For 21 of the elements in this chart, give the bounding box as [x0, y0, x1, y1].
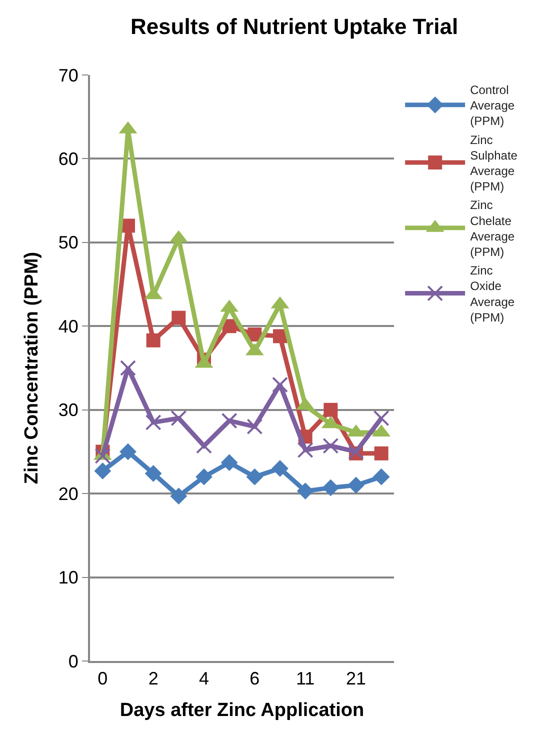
- legend-label: Control Average (PPM): [470, 82, 515, 128]
- chart-title: Results of Nutrient Uptake Trial: [130, 14, 458, 39]
- legend-label: Zinc Sulphate Average (PPM): [470, 132, 518, 194]
- y-tick-label: 40: [58, 316, 78, 336]
- y-tick-label: 60: [58, 149, 78, 170]
- legend-label: Zinc Chelate Average (PPM): [470, 198, 515, 259]
- x-tick-label: 11: [296, 668, 315, 689]
- y-tick-label: 50: [58, 232, 78, 253]
- x-tick-label: 4: [198, 668, 210, 689]
- y-tick-label: 70: [58, 65, 78, 86]
- y-tick-label: 20: [58, 484, 78, 504]
- y-tick-label: 0: [68, 651, 78, 672]
- x-axis-title: Days after Zinc Application: [120, 700, 364, 721]
- y-axis-title: Zinc Concentration (PPM): [22, 252, 43, 484]
- x-tick-label: 6: [250, 668, 260, 689]
- x-tick-label: 0: [98, 668, 108, 689]
- y-tick-label: 30: [58, 400, 78, 420]
- y-tick-label: 10: [58, 568, 78, 588]
- x-tick-label: 21: [346, 668, 366, 689]
- legend-label: Zinc Oxide Average (PPM): [470, 264, 515, 324]
- x-tick-label: 2: [148, 668, 158, 689]
